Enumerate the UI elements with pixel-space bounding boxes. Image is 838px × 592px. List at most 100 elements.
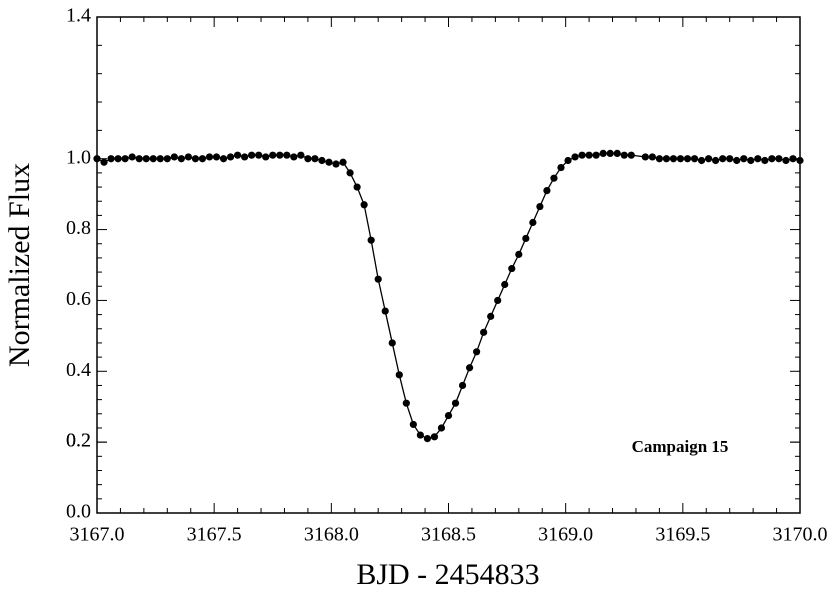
data-point	[262, 153, 270, 161]
data-point	[550, 174, 558, 182]
data-point	[487, 312, 495, 320]
data-point	[529, 218, 537, 227]
data-point	[184, 153, 192, 161]
y-tick-label: 0.0	[66, 501, 91, 523]
data-point	[423, 435, 432, 443]
data-point	[191, 155, 200, 163]
data-point	[339, 158, 347, 166]
data-point	[283, 151, 291, 159]
data-point	[128, 153, 136, 161]
data-point	[655, 155, 664, 163]
x-tick-label: 3169.5	[655, 524, 710, 546]
y-axis-title: Normalized Flux	[3, 163, 36, 367]
data-point	[381, 307, 389, 315]
data-point	[367, 236, 375, 244]
data-point	[768, 155, 776, 163]
data-point	[219, 155, 228, 163]
data-point	[437, 424, 446, 432]
x-axis-title: BJD - 2454833	[356, 558, 539, 591]
data-point	[578, 151, 586, 159]
data-point	[248, 151, 256, 159]
data-point	[107, 155, 115, 163]
data-point	[93, 155, 101, 163]
data-point	[177, 155, 185, 163]
data-point	[473, 348, 481, 356]
data-point	[465, 364, 474, 372]
data-point	[508, 264, 516, 273]
data-point	[789, 155, 797, 163]
y-tick-label: 0.2	[66, 430, 91, 452]
data-point	[346, 169, 354, 177]
data-point	[683, 155, 692, 163]
data-point	[304, 155, 312, 163]
data-point	[599, 149, 607, 157]
data-point	[226, 153, 235, 161]
data-point	[409, 420, 417, 429]
data-point	[494, 296, 502, 305]
data-point	[726, 155, 734, 163]
data-point	[430, 433, 439, 441]
data-point	[627, 151, 635, 159]
data-point	[606, 149, 614, 157]
data-point	[269, 151, 277, 159]
data-point	[205, 153, 214, 161]
data-point	[100, 158, 108, 166]
x-tick-label: 3167.5	[187, 524, 242, 546]
data-point	[142, 155, 150, 163]
data-point	[747, 156, 755, 165]
data-point	[318, 156, 326, 165]
data-point	[564, 156, 572, 165]
data-point	[557, 163, 565, 172]
data-point	[662, 155, 671, 163]
data-point	[444, 411, 453, 420]
data-point	[135, 155, 143, 163]
data-point	[754, 155, 762, 163]
data-point	[163, 155, 171, 163]
data-point	[536, 202, 544, 211]
data-point	[480, 328, 488, 336]
y-tick-label: 0.8	[66, 217, 91, 239]
data-point	[451, 399, 460, 407]
data-point	[311, 155, 319, 163]
data-point	[697, 156, 706, 165]
data-point	[360, 201, 368, 209]
data-point	[740, 155, 748, 163]
annotation: Campaign 15	[632, 437, 729, 456]
data-point	[705, 155, 713, 163]
data-point	[712, 156, 720, 165]
data-point	[234, 151, 242, 159]
y-tick-label: 0.2	[66, 430, 91, 452]
data-point	[676, 155, 685, 163]
data-point	[669, 155, 678, 163]
data-point	[515, 250, 523, 258]
data-point	[585, 151, 593, 159]
data-point	[501, 280, 509, 289]
data-point	[458, 381, 467, 390]
y-tick-label: 1.0	[66, 146, 91, 168]
data-point	[290, 153, 298, 161]
data-point	[402, 399, 410, 407]
data-point	[388, 339, 396, 347]
data-point	[641, 153, 649, 161]
data-point	[733, 156, 741, 165]
data-point	[212, 153, 221, 161]
data-line	[96, 152, 801, 440]
data-point	[374, 275, 382, 283]
data-point	[571, 153, 579, 161]
y-tick-label: 1.4	[66, 5, 91, 27]
data-point	[620, 151, 628, 159]
data-point	[648, 153, 656, 161]
data-point	[332, 160, 340, 168]
data-point	[522, 234, 530, 243]
data-point	[149, 155, 157, 163]
data-point	[395, 371, 403, 379]
x-tick-label: 3169.0	[538, 524, 593, 546]
data-point	[114, 155, 122, 163]
x-tick-label: 3167.0	[70, 524, 125, 546]
x-tick-label: 3168.5	[421, 524, 476, 546]
data-point	[156, 155, 164, 163]
data-point	[325, 158, 333, 166]
data-point	[241, 153, 249, 161]
x-tick-label: 3168.0	[304, 524, 359, 546]
